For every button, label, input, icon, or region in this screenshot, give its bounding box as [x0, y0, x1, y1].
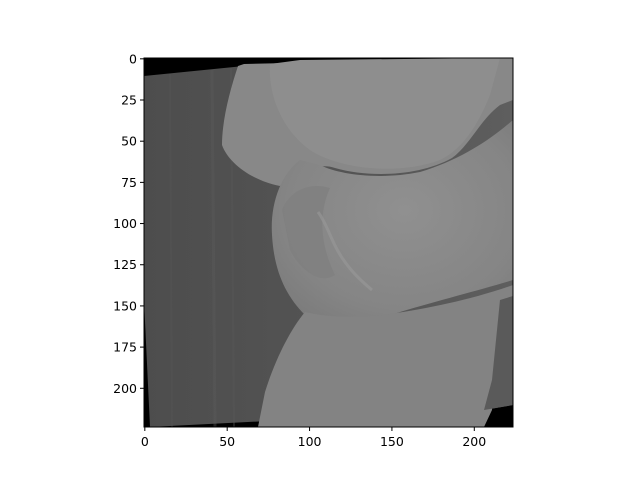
object-inner-ridge: [316, 211, 373, 292]
object-inner-texture: [282, 186, 335, 279]
x-tick-label: 50: [219, 434, 235, 449]
object-top-bump: [269, 58, 500, 169]
y-tick-label: 125: [113, 257, 137, 272]
y-tick-label: 75: [121, 175, 137, 190]
y-tick-label: 175: [113, 340, 137, 355]
x-tick-label: 100: [298, 434, 322, 449]
y-tick-label: 100: [113, 216, 137, 231]
y-axis: 0 25 50 75 100 125 150 175 200: [113, 51, 144, 396]
x-tick-label: 200: [462, 434, 486, 449]
x-tick-label: 0: [141, 434, 149, 449]
axes-frame: [143, 57, 514, 428]
image-right-dark-strip: [484, 296, 513, 410]
image-area: [144, 58, 513, 427]
y-tick-label: 25: [121, 93, 137, 108]
x-tick-label: 150: [380, 434, 404, 449]
y-tick-label: 200: [113, 381, 137, 396]
object-lower-lobe: [258, 285, 513, 427]
y-tick-label: 0: [129, 51, 137, 66]
y-tick-label: 50: [121, 134, 137, 149]
y-tick-label: 150: [113, 298, 137, 313]
x-axis: 0 50 100 150 200: [141, 427, 486, 449]
